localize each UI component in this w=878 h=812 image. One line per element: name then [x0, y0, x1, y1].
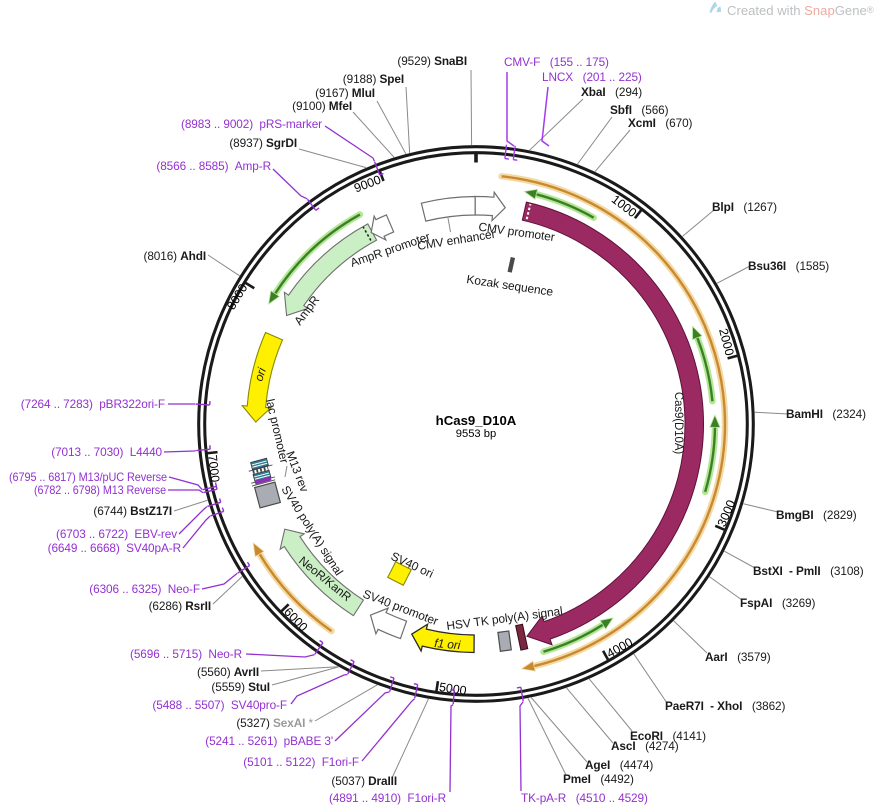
svg-text:Created with SnapGene®: Created with SnapGene® [727, 3, 874, 18]
svg-text:PaeR7I - XhoI (3862): PaeR7I - XhoI (3862) [665, 699, 785, 713]
svg-text:f1 ori: f1 ori [434, 636, 462, 652]
svg-text:(6744) BstZ17I: (6744) BstZ17I [93, 504, 172, 518]
svg-text:(7264 .. 7283) pBR322ori-F: (7264 .. 7283) pBR322ori-F [21, 397, 165, 411]
svg-text:(6306 .. 6325) Neo-F: (6306 .. 6325) Neo-F [89, 582, 200, 596]
svg-text:(5696 .. 5715) Neo-R: (5696 .. 5715) Neo-R [130, 647, 242, 661]
svg-text:AarI (3579): AarI (3579) [705, 650, 771, 664]
svg-text:(5101 .. 5122) F1ori-F: (5101 .. 5122) F1ori-F [243, 755, 359, 769]
svg-text:hCas9_D10A: hCas9_D10A [436, 413, 517, 428]
svg-text:(9167) MluI: (9167) MluI [315, 86, 375, 100]
svg-text:BstXI - PmlI (3108): BstXI - PmlI (3108) [753, 564, 864, 578]
svg-text:(8937) SgrDI: (8937) SgrDI [229, 136, 297, 150]
svg-text:(6286) RsrII: (6286) RsrII [149, 599, 211, 613]
svg-text:7000: 7000 [205, 454, 222, 483]
svg-text:EcoRI (4141): EcoRI (4141) [630, 729, 706, 743]
svg-text:Bsu36I (1585): Bsu36I (1585) [748, 259, 829, 273]
svg-text:(5037) DraIII: (5037) DraIII [331, 774, 397, 788]
svg-text:LNCX (201 .. 225): LNCX (201 .. 225) [542, 70, 642, 84]
svg-text:(6782 .. 6798) M13 Reverse: (6782 .. 6798) M13 Reverse [34, 483, 166, 497]
svg-text:(6795 .. 6817) M13/pUC Reverse: (6795 .. 6817) M13/pUC Reverse [9, 470, 167, 484]
svg-text:TK-pA-R (4510 .. 4529): TK-pA-R (4510 .. 4529) [521, 791, 648, 805]
svg-text:(6649 .. 6668) SV40pA-R: (6649 .. 6668) SV40pA-R [48, 541, 181, 555]
svg-text:(5560) AvrII: (5560) AvrII [197, 665, 259, 679]
svg-text:(5241 .. 5261) pBABE 3': (5241 .. 5261) pBABE 3' [205, 734, 333, 748]
svg-text:FspAI (3269): FspAI (3269) [740, 596, 815, 610]
svg-text:BlpI (1267): BlpI (1267) [712, 200, 777, 214]
svg-text:AgeI (4474): AgeI (4474) [585, 758, 653, 772]
svg-text:XbaI (294): XbaI (294) [581, 85, 642, 99]
svg-text:(5327) SexAI *: (5327) SexAI * [236, 716, 313, 730]
svg-text:(8016) AhdI: (8016) AhdI [144, 249, 207, 263]
svg-text:(7013 .. 7030) L4440: (7013 .. 7030) L4440 [51, 445, 162, 459]
svg-text:(5488 .. 5507) SV40pro-F: (5488 .. 5507) SV40pro-F [152, 698, 287, 712]
svg-text:CMV-F (155 .. 175): CMV-F (155 .. 175) [504, 55, 609, 69]
svg-text:(4891 .. 4910) F1ori-R: (4891 .. 4910) F1ori-R [329, 791, 446, 805]
svg-text:XcmI (670): XcmI (670) [628, 116, 693, 130]
svg-text:BamHI (2324): BamHI (2324) [786, 407, 866, 421]
svg-text:SbfI (566): SbfI (566) [610, 103, 669, 117]
svg-text:Cas9(D10A): Cas9(D10A) [672, 392, 684, 455]
svg-text:(9529) SnaBI: (9529) SnaBI [397, 54, 467, 68]
svg-text:(6703 .. 6722) EBV-rev: (6703 .. 6722) EBV-rev [56, 527, 177, 541]
svg-text:(8566 .. 8585) Amp-R: (8566 .. 8585) Amp-R [156, 159, 271, 173]
svg-text:(5559) StuI: (5559) StuI [211, 680, 270, 694]
svg-text:9553 bp: 9553 bp [456, 428, 496, 440]
svg-text:(9100) MfeI: (9100) MfeI [292, 99, 352, 113]
svg-text:(9188) SpeI: (9188) SpeI [343, 72, 404, 86]
svg-text:BmgBI (2829): BmgBI (2829) [776, 508, 857, 522]
svg-text:(8983 .. 9002) pRS-marker: (8983 .. 9002) pRS-marker [181, 117, 322, 131]
svg-text:PmeI (4492): PmeI (4492) [563, 772, 634, 786]
